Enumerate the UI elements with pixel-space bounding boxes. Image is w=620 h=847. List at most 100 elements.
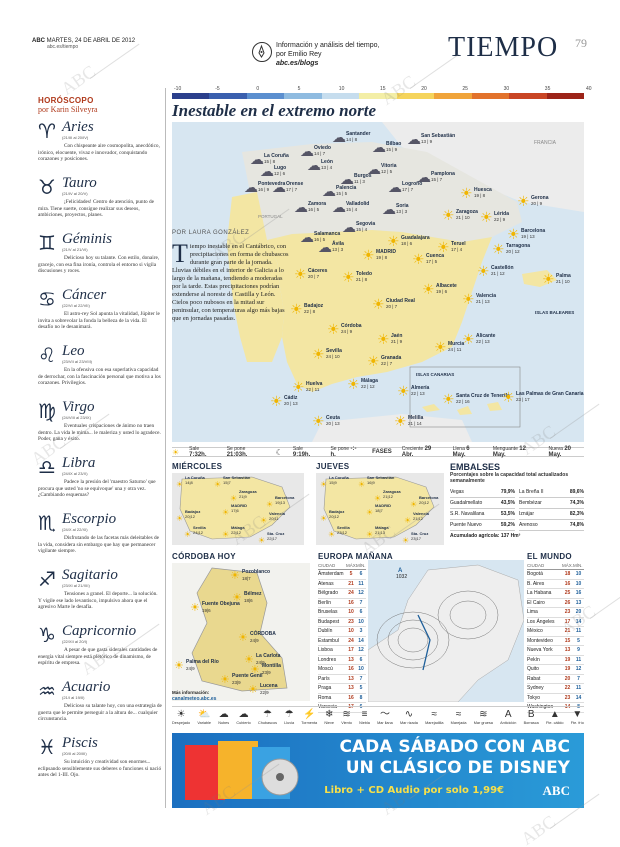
sign-text: Padece la presión del 'maestro Saturno' … bbox=[38, 479, 156, 498]
town-temps: 22|9 bbox=[260, 690, 269, 695]
scale-segment bbox=[209, 93, 247, 99]
city-temps: 17 | 7 bbox=[286, 187, 298, 192]
virgo-icon: ♍ bbox=[38, 399, 56, 423]
france-label: FRANCIA bbox=[534, 140, 556, 146]
city-temps: 20 | 13 bbox=[284, 401, 298, 406]
city-name: La Coruña bbox=[329, 475, 349, 480]
horoscope-column: HORÓSCOPO por Karin Silveyra ♈ Aries (21/I… bbox=[38, 96, 162, 791]
sun-icon: ☀ bbox=[372, 296, 385, 312]
cordoba-footer: Más información: bbox=[172, 690, 210, 695]
zodiac-sign: ♓ Piscis (20/II al 20/III) Su intuición y c… bbox=[38, 735, 162, 791]
city-temps: 13 | 3 bbox=[396, 209, 408, 214]
thursday-map: ☀ La Coruña 15|9 ☀ San Sebastián 16|9 ☀ Zaragoz… bbox=[316, 473, 444, 545]
city-temps: 20|11 bbox=[269, 516, 279, 521]
table-row: Ámsterdam 5 6 bbox=[318, 570, 366, 580]
city-temps: 20 | 9 bbox=[531, 201, 543, 206]
sun-icon: ☀ bbox=[312, 346, 325, 362]
sign-text: ¡Felicidades! Centro de atención, punto … bbox=[38, 199, 155, 218]
scale-label: 25 bbox=[462, 86, 468, 92]
city-temps: 13 | 9 bbox=[421, 139, 433, 144]
niebla-icon: ≡ bbox=[361, 709, 368, 720]
city-name: Málaga bbox=[361, 378, 378, 384]
scale-segment bbox=[471, 93, 510, 99]
city-temps: 21 | 10 bbox=[556, 279, 570, 284]
sun-icon: ☀ bbox=[387, 233, 400, 249]
sun-icon: ☀ bbox=[412, 251, 425, 267]
table-row: Berlín 16 7 bbox=[318, 599, 366, 608]
sun-moon-bar: ☀ Sale 7:32h. Se pone 21:03h. ☾ Sale 9:1… bbox=[172, 446, 584, 458]
borrasca-icon: B bbox=[527, 709, 535, 720]
sign-dates: (21/V al 21/VI) bbox=[62, 247, 88, 252]
world-title: EL MUNDO bbox=[527, 552, 572, 561]
sun-icon: ☀ bbox=[480, 209, 493, 225]
city-temps: 15 | 5 bbox=[336, 191, 348, 196]
wednesday-map: ☀ La Coruña 14|8 ☀ San Sebastián 15|7 ☀ Zaragoz… bbox=[172, 473, 304, 545]
city-temps: 18|7 bbox=[375, 508, 383, 513]
legend-item: ☂ Chubascos bbox=[257, 709, 277, 725]
margruesa-icon: ≋ bbox=[479, 709, 488, 720]
canalmeteo-link[interactable]: canalmeteo.abc.es bbox=[172, 696, 217, 702]
sun-icon: ☀ bbox=[394, 413, 407, 429]
city-temps: 21 | 8 bbox=[356, 277, 368, 282]
legend-item: ≋ Viento bbox=[341, 709, 352, 725]
sign-dates: (20/II al 20/III) bbox=[62, 751, 87, 756]
city-name: Albacete bbox=[436, 283, 457, 289]
scale-segment bbox=[434, 93, 472, 99]
sun-icon: ☀ bbox=[176, 480, 184, 489]
disney-ad-banner[interactable]: CADA SÁBADO CON ABC UN CLÁSICO DE DISNEY… bbox=[172, 733, 584, 808]
city-temps: 17 | 5 bbox=[426, 259, 438, 264]
despejado-icon: ☀ bbox=[176, 709, 186, 720]
cordoba-title: CÓRDOBA HOY bbox=[172, 552, 236, 561]
legend-item: ❄ Nieve bbox=[324, 709, 335, 725]
cloud-icon: ☁ bbox=[307, 157, 321, 173]
city-name: Barcelona bbox=[275, 495, 295, 500]
city-name: Zaragoza bbox=[383, 489, 401, 494]
city-temps: 23|12 bbox=[337, 530, 347, 535]
city-temps: 20|12 bbox=[419, 500, 429, 505]
cloud-icon: ☁ bbox=[407, 131, 421, 147]
city-name: Tarragona bbox=[506, 243, 531, 249]
town-name: Fuente Obejuna bbox=[202, 601, 240, 607]
town-temps: 24|9 bbox=[250, 638, 259, 643]
table-row: Praga 13 5 bbox=[318, 684, 366, 694]
cloud-icon: ☁ bbox=[318, 239, 332, 255]
blog-link[interactable]: abc.es/blogs bbox=[276, 60, 319, 67]
cloud-icon: ☁ bbox=[342, 219, 356, 235]
city-temps: 22 | 13 bbox=[411, 391, 425, 396]
table-row: México 21 11 bbox=[527, 627, 584, 637]
city-name: Córdoba bbox=[341, 323, 362, 329]
city-temps: 20 | 12 bbox=[506, 249, 520, 254]
cubierto-icon: ☁ bbox=[238, 709, 249, 720]
city-name: Toledo bbox=[356, 271, 373, 277]
sign-text: Su intuición y creatividad son enormes..… bbox=[38, 759, 162, 778]
sun-icon: ☀ bbox=[462, 291, 475, 307]
table-row: Washington 14 8 bbox=[527, 703, 584, 713]
sign-text: En la ofensiva con esa superlativa capac… bbox=[38, 367, 161, 386]
zodiac-sign: ♉ Tauro (21/IV al 20/V) ¡Felicidades! Centr… bbox=[38, 175, 162, 231]
fteclido-icon: ▲ bbox=[549, 709, 560, 720]
reservoir-row: Guadalmellato 43,5% bbox=[450, 498, 515, 509]
sign-dates: (23/XI al 21/XII) bbox=[62, 583, 90, 588]
town-name: Montilla bbox=[262, 663, 281, 669]
thursday-title: JUEVES bbox=[316, 462, 350, 471]
cloud-icon: ☁ bbox=[382, 201, 396, 217]
sun-icon: ☀ bbox=[190, 602, 200, 614]
town-temps: 23|9 bbox=[232, 680, 241, 685]
nubes-icon: ☁ bbox=[218, 709, 229, 720]
reservoir-row: Vegas 79,9% bbox=[450, 487, 515, 498]
sun-icon: ☀ bbox=[214, 480, 222, 489]
blog-promo: Información y análisis del tiempo, por E… bbox=[276, 41, 386, 68]
map-background bbox=[172, 122, 584, 442]
city-name: Zamora bbox=[308, 201, 327, 207]
sun-icon: ☀ bbox=[327, 321, 340, 337]
city-temps: 22|12 bbox=[231, 530, 241, 535]
pen-nib-icon bbox=[252, 42, 272, 62]
section-url[interactable]: abc.es/tiempo bbox=[47, 44, 79, 50]
city-name: Huesca bbox=[474, 187, 492, 193]
city-name: Murcia bbox=[448, 341, 465, 347]
table-row: Montevideo 15 5 bbox=[527, 637, 584, 646]
cloud-icon: ☁ bbox=[244, 179, 258, 195]
cloud-icon: ☁ bbox=[388, 179, 402, 195]
cloud-icon: ☁ bbox=[300, 229, 314, 245]
city-temps: 24 | 9 bbox=[341, 329, 353, 334]
